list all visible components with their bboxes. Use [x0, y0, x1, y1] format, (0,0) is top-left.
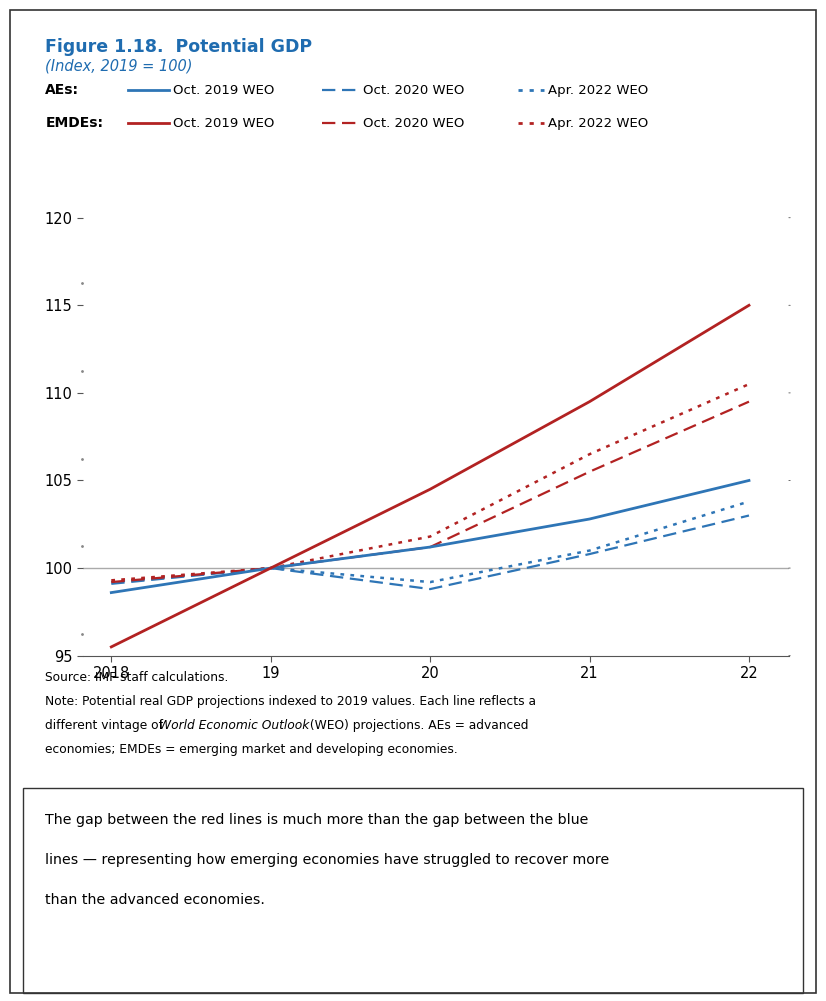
Text: The gap between the red lines is much more than the gap between the blue: The gap between the red lines is much mo… [45, 813, 589, 827]
Text: Figure 1.18.  Potential GDP: Figure 1.18. Potential GDP [45, 38, 312, 56]
Text: Note: Potential real GDP projections indexed to 2019 values. Each line reflects : Note: Potential real GDP projections ind… [45, 695, 536, 708]
Text: Apr. 2022 WEO: Apr. 2022 WEO [548, 117, 648, 129]
Text: AEs:: AEs: [45, 83, 79, 97]
Text: Oct. 2020 WEO: Oct. 2020 WEO [363, 117, 465, 129]
Text: EMDEs:: EMDEs: [45, 116, 103, 130]
Text: Oct. 2019 WEO: Oct. 2019 WEO [173, 117, 275, 129]
Text: Source: IMF staff calculations.: Source: IMF staff calculations. [45, 671, 229, 684]
Text: Apr. 2022 WEO: Apr. 2022 WEO [548, 84, 648, 96]
Text: economies; EMDEs = emerging market and developing economies.: economies; EMDEs = emerging market and d… [45, 743, 458, 756]
Text: (Index, 2019 = 100): (Index, 2019 = 100) [45, 58, 193, 73]
Text: lines — representing how emerging economies have struggled to recover more: lines — representing how emerging econom… [45, 853, 610, 867]
Text: different vintage of: different vintage of [45, 719, 168, 732]
Text: Oct. 2019 WEO: Oct. 2019 WEO [173, 84, 275, 96]
Text: Oct. 2020 WEO: Oct. 2020 WEO [363, 84, 465, 96]
Text: (WEO) projections. AEs = advanced: (WEO) projections. AEs = advanced [306, 719, 528, 732]
Text: World Economic Outlook: World Economic Outlook [159, 719, 309, 732]
Text: than the advanced economies.: than the advanced economies. [45, 893, 265, 907]
